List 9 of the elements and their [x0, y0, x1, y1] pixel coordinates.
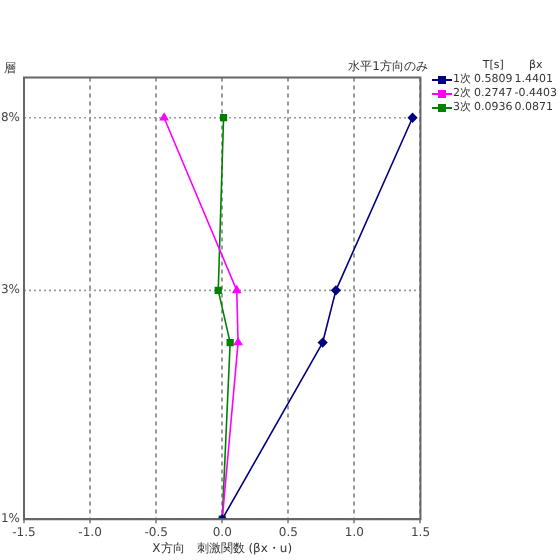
point	[232, 285, 242, 294]
point	[317, 337, 328, 348]
point	[233, 337, 243, 346]
point	[226, 338, 234, 347]
point	[331, 285, 341, 296]
point	[407, 112, 418, 123]
point	[214, 286, 222, 294]
point	[219, 114, 228, 122]
point	[159, 112, 169, 121]
